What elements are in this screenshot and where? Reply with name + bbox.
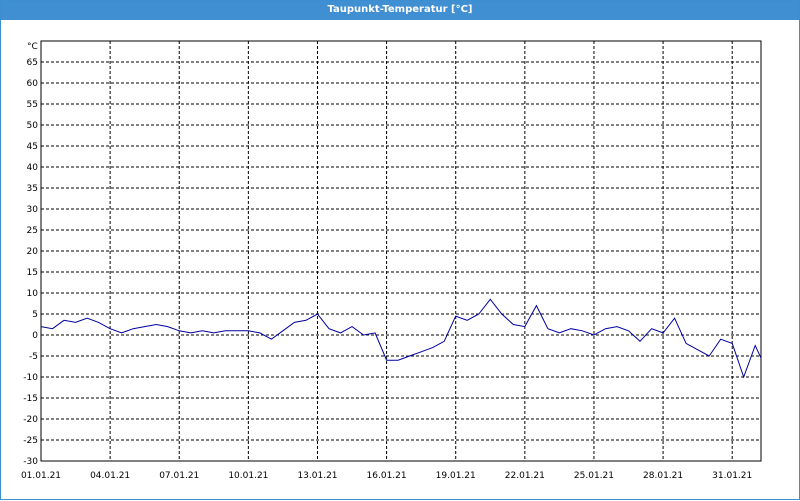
y-tick-label: 50: [27, 121, 39, 131]
x-tick-label: 01.01.21: [21, 471, 61, 481]
y-tick-label: -25: [23, 436, 38, 446]
y-tick-label: 0: [32, 331, 38, 341]
y-tick-label: 25: [27, 226, 38, 236]
x-tick-label: 13.01.21: [297, 471, 337, 481]
y-tick-label: 30: [27, 205, 39, 215]
series-line: [40, 298, 762, 379]
x-tick-label: 22.01.21: [505, 471, 545, 481]
y-tick-label: 40: [27, 163, 39, 173]
x-tick-label: 25.01.21: [574, 471, 614, 481]
y-tick-label: 5: [32, 310, 38, 320]
x-tick-label: 16.01.21: [367, 471, 407, 481]
y-tick-label: 60: [27, 79, 39, 89]
y-tick-label: -30: [23, 457, 38, 467]
y-axis-unit-label: °C: [27, 42, 38, 52]
y-tick-label: -10: [23, 373, 38, 383]
y-tick-label: -20: [23, 415, 38, 425]
window-title: Taupunkt-Temperatur [°C]: [1, 1, 799, 20]
y-tick-label: 45: [27, 142, 38, 152]
y-tick-label: 65: [27, 58, 38, 68]
y-tick-label: -5: [29, 352, 38, 362]
plot-frame: [40, 40, 762, 462]
x-tick-label: 19.01.21: [436, 471, 476, 481]
y-tick-label: -15: [23, 394, 38, 404]
x-tick-label: 10.01.21: [228, 471, 268, 481]
x-tick-label: 04.01.21: [90, 471, 130, 481]
x-tick-label: 31.01.21: [712, 471, 752, 481]
x-tick-label: 07.01.21: [159, 471, 199, 481]
y-tick-label: 10: [27, 289, 39, 299]
y-tick-label: 55: [27, 100, 38, 110]
x-tick-label: 28.01.21: [643, 471, 683, 481]
y-tick-label: 35: [27, 184, 38, 194]
y-tick-label: 15: [27, 268, 38, 278]
y-tick-label: 20: [27, 247, 39, 257]
